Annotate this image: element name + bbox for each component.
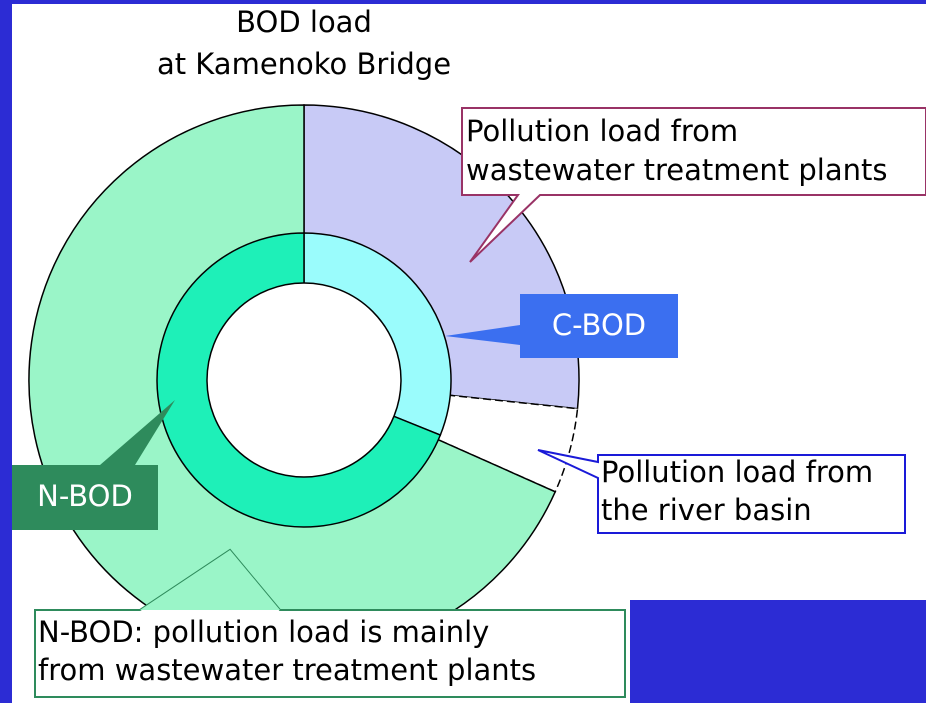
callout-text: from wastewater treatment plants: [38, 653, 536, 687]
callout-text: wastewater treatment plants: [466, 153, 887, 187]
title-line: at Kamenoko Bridge: [157, 47, 451, 81]
title-line: BOD load: [236, 5, 372, 39]
callout-text: the river basin: [601, 493, 812, 527]
callout-pointer: [140, 550, 280, 610]
callout-box: [537, 449, 906, 534]
callout-text: N-BOD: pollution load is mainly: [38, 615, 489, 649]
callout-box: [12, 400, 175, 530]
callout-box: [461, 107, 926, 263]
callout-text: Pollution load from: [466, 114, 738, 148]
donut-hole: [206, 282, 402, 478]
callout-text: Pollution load from: [601, 455, 873, 489]
callout-text: C-BOD: [552, 308, 646, 342]
callout-box: [445, 294, 678, 358]
callout-text: N-BOD: [37, 479, 133, 513]
